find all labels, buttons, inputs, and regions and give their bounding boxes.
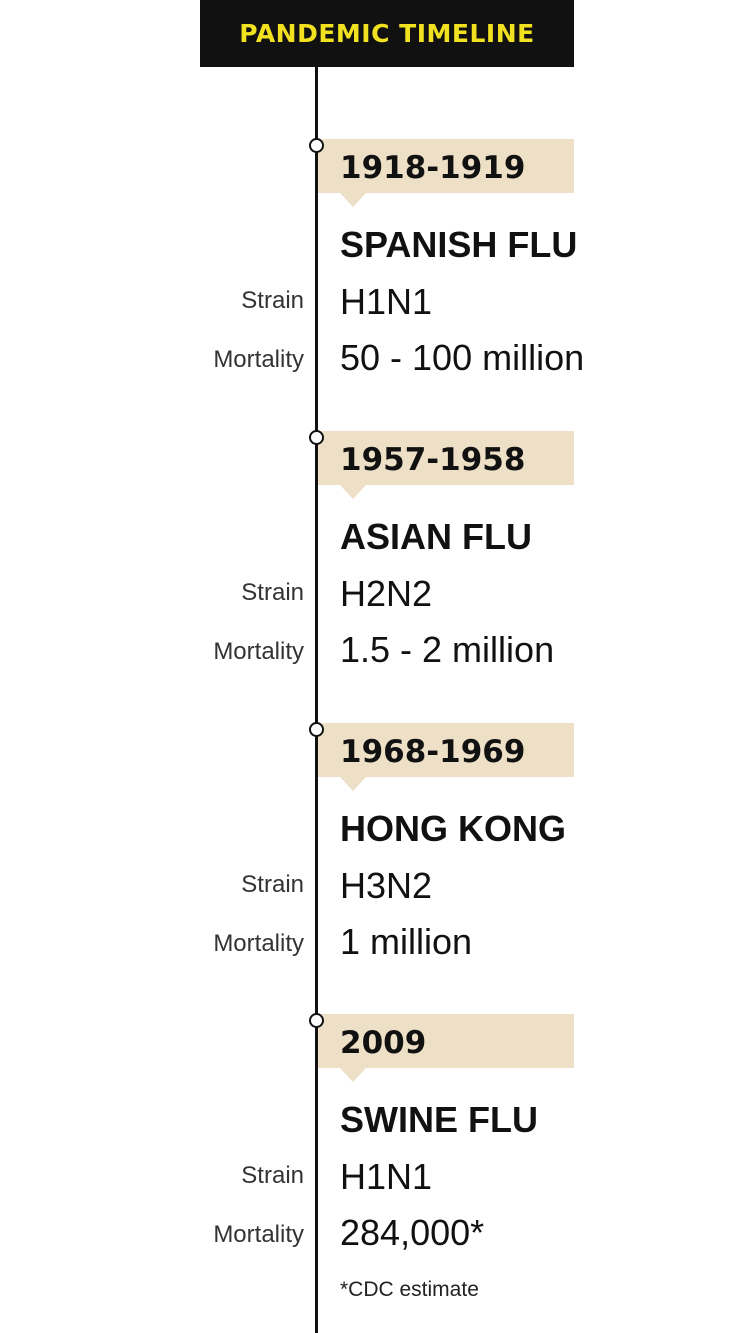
event-years: 1918-1919 xyxy=(340,150,526,186)
strain-value: H1N1 xyxy=(340,281,433,322)
strain-label: Strain xyxy=(241,287,304,314)
strain-value: H2N2 xyxy=(340,573,433,614)
page-title: PANDEMIC TIMELINE xyxy=(239,19,535,48)
event-name: HONG KONG xyxy=(340,808,567,849)
year-band xyxy=(318,431,574,485)
timeline-node xyxy=(309,722,324,737)
strain-label: Strain xyxy=(241,579,304,606)
event-years: 1957-1958 xyxy=(340,442,526,478)
timeline-node xyxy=(309,430,324,445)
year-pointer xyxy=(340,1068,366,1082)
event-name: SWINE FLU xyxy=(340,1099,538,1140)
event-years: 1968-1969 xyxy=(340,734,526,770)
mortality-label: Mortality xyxy=(213,346,304,373)
year-band xyxy=(318,1014,574,1068)
timeline-event: 1918-1919 SPANISH FLU Strain H1N1 Mortal… xyxy=(0,138,750,399)
event-name: ASIAN FLU xyxy=(340,516,532,557)
strain-label: Strain xyxy=(241,871,304,898)
timeline-line xyxy=(315,67,318,1333)
timeline-header: PANDEMIC TIMELINE xyxy=(200,0,574,67)
year-pointer xyxy=(340,485,366,499)
mortality-value: 1.5 - 2 million xyxy=(340,629,555,670)
year-pointer xyxy=(340,777,366,791)
mortality-label: Mortality xyxy=(213,638,304,665)
event-name: SPANISH FLU xyxy=(340,224,578,265)
year-band xyxy=(318,723,574,777)
strain-value: H1N1 xyxy=(340,1156,433,1197)
event-years: 2009 xyxy=(340,1025,427,1061)
strain-value: H3N2 xyxy=(340,865,433,906)
mortality-label: Mortality xyxy=(213,930,304,957)
mortality-value: 284,000* xyxy=(340,1212,485,1253)
timeline-node xyxy=(309,138,324,153)
strain-label: Strain xyxy=(241,1162,304,1189)
mortality-label: Mortality xyxy=(213,1221,304,1248)
timeline-event: 2009 SWINE FLU Strain H1N1 Mortality 284… xyxy=(0,1013,750,1274)
mortality-value: 50 - 100 million xyxy=(340,337,585,378)
year-band xyxy=(318,139,574,193)
timeline-node xyxy=(309,1013,324,1028)
footnote: *CDC estimate xyxy=(340,1278,479,1301)
timeline-event: 1968-1969 HONG KONG Strain H3N2 Mortalit… xyxy=(0,722,750,983)
timeline-event: 1957-1958 ASIAN FLU Strain H2N2 Mortalit… xyxy=(0,430,750,691)
mortality-value: 1 million xyxy=(340,921,473,962)
year-pointer xyxy=(340,193,366,207)
